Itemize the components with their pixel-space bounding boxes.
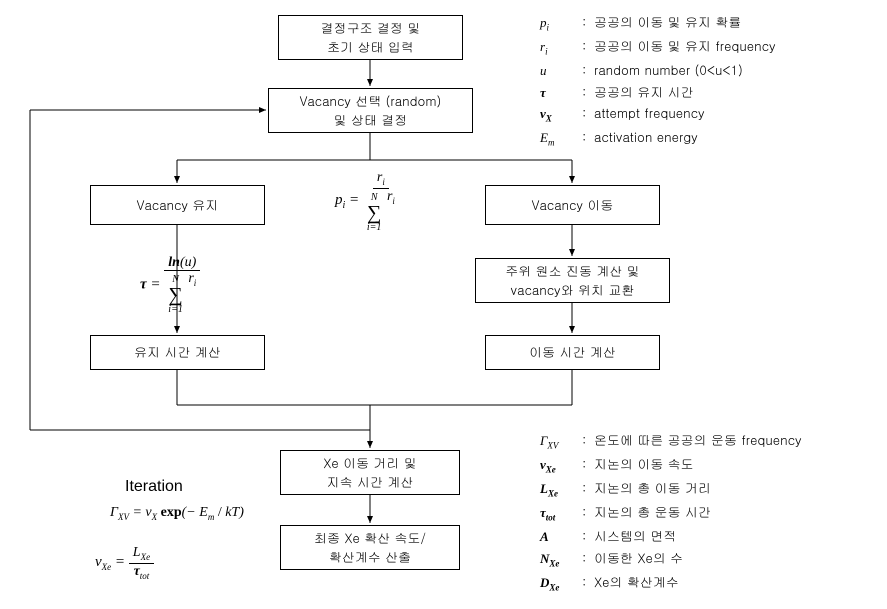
legend-row: νX : attempt frequency [540, 103, 870, 126]
legend-desc: 온도에 따른 공공의 운동 frequency [594, 430, 802, 450]
legend-symbol: NXe [540, 549, 582, 571]
colon: : [582, 502, 594, 522]
iteration-label: Iteration [125, 478, 183, 496]
box-line: 유지 시간 계산 [134, 343, 221, 361]
box-move-time: 이동 시간 계산 [485, 335, 660, 370]
legend-bottom: ΓXV : 온도에 따른 공공의 운동 frequency νXe : 지논의 … [540, 430, 880, 596]
legend-symbol: DXe [540, 573, 582, 595]
legend-row: Em : activation energy [540, 127, 870, 150]
legend-symbol: νXe [540, 455, 582, 477]
formula-tau: τ = ln(u) N∑i=1 ri [140, 255, 200, 315]
formula-gamma: ΓXV = νX exp(− Em / kT) [110, 505, 244, 522]
legend-row: pi : 공공의 이동 및 유지 확률 [540, 12, 870, 35]
colon: : [582, 103, 594, 123]
box-line: 확산계수 산출 [329, 548, 411, 566]
legend-symbol: pi [540, 13, 582, 35]
legend-desc: 지논의 이동 속도 [594, 454, 694, 474]
legend-row: τ : 공공의 유지 시간 [540, 82, 870, 103]
box-line: 결정구조 결정 및 [321, 19, 421, 37]
legend-desc: 공공의 유지 시간 [594, 82, 694, 102]
box-line: Vacancy 선택 (random) [300, 92, 442, 110]
box-vacancy-keep: Vacancy 유지 [90, 185, 265, 225]
legend-symbol: Em [540, 128, 582, 150]
colon: : [582, 478, 594, 498]
legend-row: u : random number (0<u<1) [540, 60, 870, 81]
box-line: 주위 원소 진동 계산 및 [505, 262, 639, 280]
colon: : [582, 36, 594, 56]
box-line: 초기 상태 입력 [327, 38, 414, 56]
legend-symbol: νX [540, 104, 582, 126]
legend-symbol: LXe [540, 479, 582, 501]
legend-row: A : 시스템의 면적 [540, 526, 880, 547]
legend-symbol: u [540, 61, 582, 81]
box-xe-distance: Xe 이동 거리 및 지속 시간 계산 [280, 450, 460, 495]
legend-row: νXe : 지논의 이동 속도 [540, 454, 880, 477]
legend-symbol: A [540, 527, 582, 547]
box-line: 및 상태 결정 [334, 111, 408, 129]
colon: : [582, 572, 594, 592]
box-init: 결정구조 결정 및 초기 상태 입력 [278, 15, 463, 60]
colon: : [582, 82, 594, 102]
box-xe-final: 최종 Xe 확산 속도/ 확산계수 산출 [280, 525, 460, 570]
box-vacancy-select: Vacancy 선택 (random) 및 상태 결정 [268, 88, 473, 133]
box-vibration-swap: 주위 원소 진동 계산 및 vacancy와 위치 교환 [475, 258, 670, 303]
legend-row: τtot : 지논의 총 운동 시간 [540, 502, 880, 525]
box-line: 이동 시간 계산 [529, 343, 616, 361]
formula-vxe: νXe = LXe τtot [95, 545, 154, 581]
box-keep-time: 유지 시간 계산 [90, 335, 265, 370]
legend-row: ri : 공공의 이동 및 유지 frequency [540, 36, 870, 59]
formula-pi: pi = ri N∑i=1 ri [335, 170, 399, 233]
legend-top: pi : 공공의 이동 및 유지 확률 ri : 공공의 이동 및 유지 fre… [540, 12, 870, 151]
box-vacancy-move: Vacancy 이동 [485, 185, 660, 225]
colon: : [582, 12, 594, 32]
colon: : [582, 526, 594, 546]
legend-desc: 시스템의 면적 [594, 526, 676, 546]
colon: : [582, 430, 594, 450]
colon: : [582, 60, 594, 80]
legend-desc: 공공의 이동 및 유지 확률 [594, 12, 741, 32]
legend-desc: 지논의 총 이동 거리 [594, 478, 711, 498]
box-line: 지속 시간 계산 [327, 473, 414, 491]
colon: : [582, 548, 594, 568]
legend-symbol: ΓXV [540, 431, 582, 453]
box-line: vacancy와 위치 교환 [511, 281, 635, 299]
legend-symbol: τ [540, 83, 582, 103]
box-line: Vacancy 유지 [137, 196, 219, 214]
legend-row: LXe : 지논의 총 이동 거리 [540, 478, 880, 501]
legend-symbol: ri [540, 37, 582, 59]
legend-symbol: τtot [540, 503, 582, 525]
colon: : [582, 127, 594, 147]
colon: : [582, 454, 594, 474]
legend-row: DXe : Xe의 확산계수 [540, 572, 880, 595]
box-line: Xe 이동 거리 및 [323, 454, 417, 472]
legend-row: NXe : 이동한 Xe의 수 [540, 548, 880, 571]
box-line: 최종 Xe 확산 속도/ [314, 529, 426, 547]
legend-desc: random number (0<u<1) [594, 60, 743, 80]
legend-desc: Xe의 확산계수 [594, 572, 679, 592]
legend-desc: 공공의 이동 및 유지 frequency [594, 36, 776, 56]
legend-desc: 이동한 Xe의 수 [594, 548, 683, 568]
legend-row: ΓXV : 온도에 따른 공공의 운동 frequency [540, 430, 880, 453]
legend-desc: 지논의 총 운동 시간 [594, 502, 711, 522]
legend-desc: attempt frequency [594, 103, 705, 123]
box-line: Vacancy 이동 [532, 196, 614, 214]
legend-desc: activation energy [594, 127, 698, 147]
